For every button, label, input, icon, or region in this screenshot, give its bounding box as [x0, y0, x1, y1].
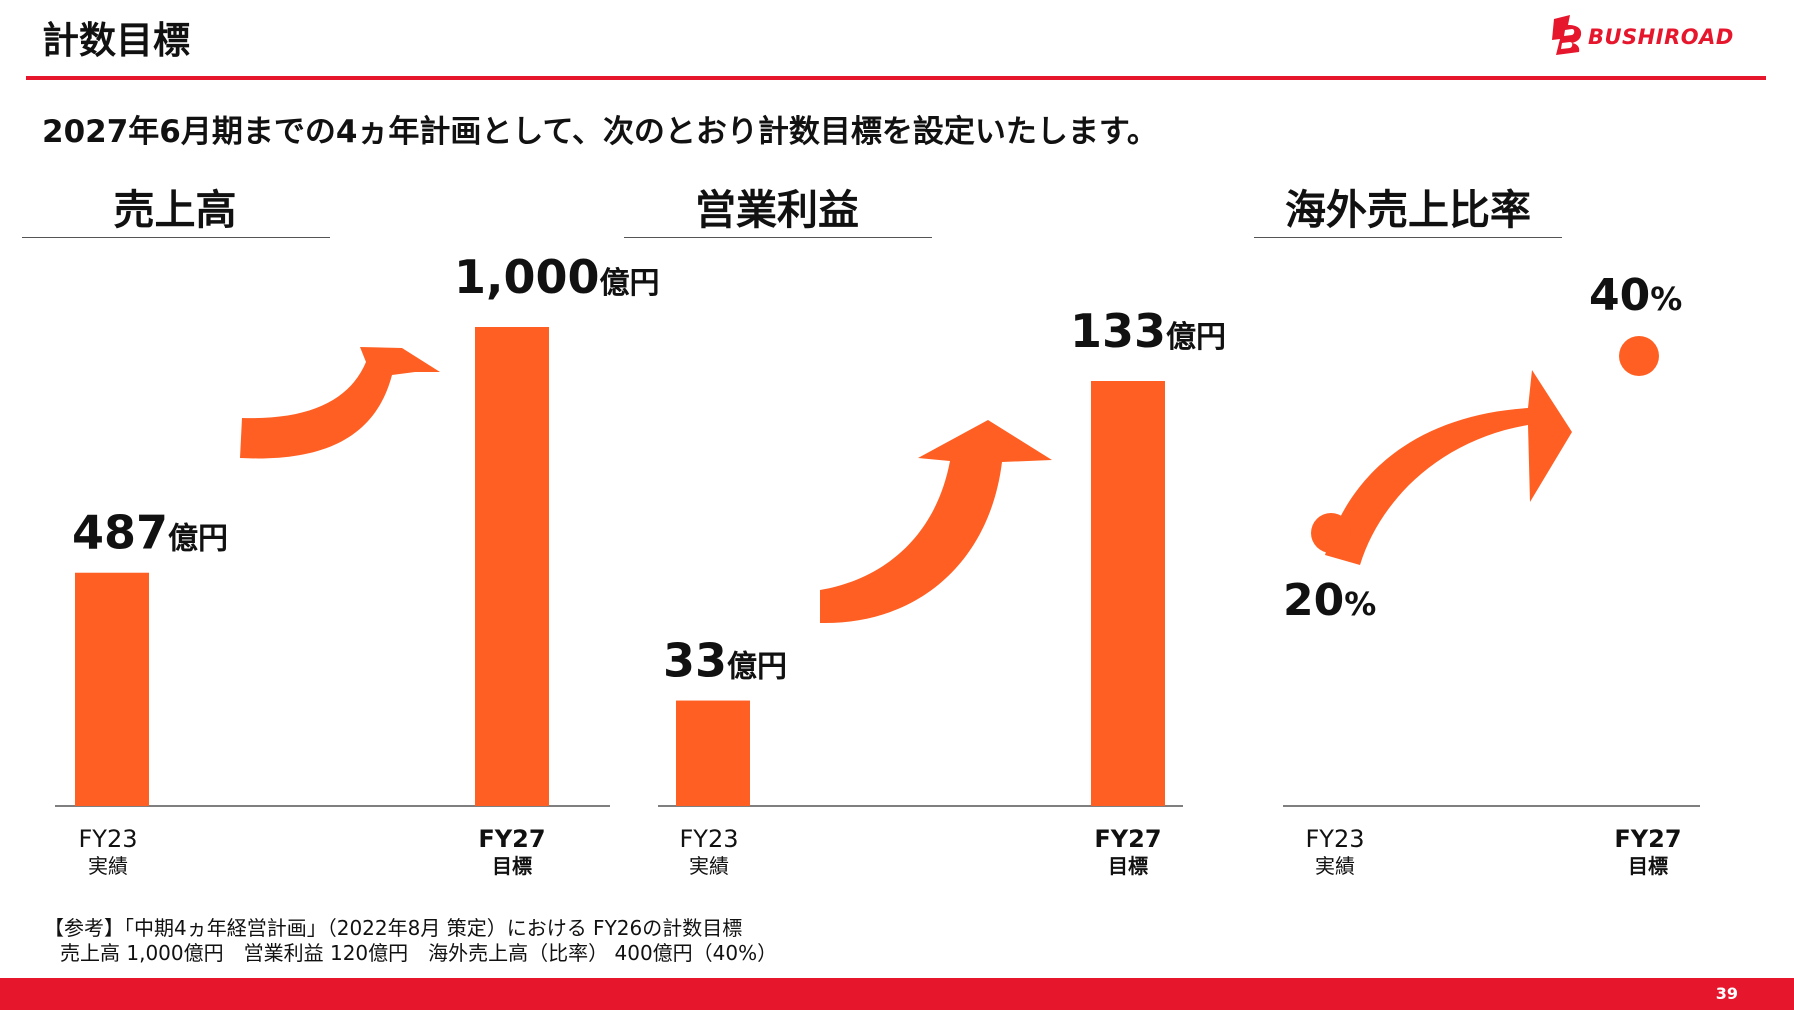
- overseas-ratio-value-label-fy23: 20%: [1283, 575, 1376, 626]
- operating-profit-value-label-fy27-unit: 億円: [1166, 320, 1226, 355]
- overseas-ratio-fy23-note: 実績: [1315, 854, 1355, 878]
- logo-b-mark-icon: [1552, 15, 1582, 55]
- operating-profit-value-label-fy23: 33億円: [663, 634, 787, 688]
- overseas-ratio-fy23-tick: FY23: [1305, 825, 1364, 853]
- panel-title-operating-profit: 営業利益: [695, 186, 859, 234]
- operating-profit-fy27-note: 目標: [1108, 854, 1148, 878]
- overseas-ratio-fy27-note: 目標: [1628, 854, 1668, 878]
- sales-bar-fy27: [475, 327, 549, 806]
- overseas-ratio-value-label-fy27-unit: %: [1650, 280, 1682, 318]
- overseas-ratio-point-fy27: [1619, 336, 1659, 376]
- charts-canvas: 487億円FY23実績1,000億円FY27目標33億円FY23実績133億円F…: [55, 250, 1700, 878]
- overseas-ratio-growth-arrow: [1325, 370, 1572, 565]
- overseas-ratio-value-label-fy27: 40%: [1589, 270, 1682, 321]
- page-title: 計数目標: [42, 19, 190, 62]
- sales-value-label-fy27-unit: 億円: [600, 266, 660, 301]
- sales-bar-fy23: [75, 572, 149, 806]
- sales-value-label-fy23-number: 487: [72, 506, 168, 560]
- sales-value-label-fy23: 487億円: [72, 506, 228, 560]
- operating-profit-value-label-fy27: 133億円: [1070, 304, 1226, 358]
- overseas-ratio-value-label-fy27-number: 40: [1589, 270, 1650, 321]
- operating-profit-growth-arrow: [820, 420, 1052, 624]
- operating-profit-bar-fy23: [676, 700, 750, 806]
- operating-profit-value-label-fy23-unit: 億円: [727, 650, 787, 685]
- sales-value-label-fy27: 1,000億円: [454, 250, 660, 304]
- panel-rule-operating-profit: [624, 237, 932, 238]
- overseas-ratio-value-label-fy23-number: 20: [1283, 575, 1344, 626]
- operating-profit-value-label-fy23-number: 33: [663, 634, 727, 688]
- panel-title-overseas-ratio: 海外売上比率: [1285, 186, 1531, 234]
- footnote-line-2: 売上高 1,000億円 営業利益 120億円 海外売上高（比率） 400億円（4…: [60, 941, 778, 965]
- header-rule: [26, 76, 1766, 80]
- subtitle: 2027年6月期までの4ヵ年計画として、次のとおり計数目標を設定いたします。: [42, 114, 1158, 150]
- footnote-line-1: 【参考】「中期4ヵ年経営計画」（2022年8月 策定）における FY26の計数目…: [44, 916, 743, 940]
- overseas-ratio-value-label-fy23-unit: %: [1344, 585, 1376, 623]
- operating-profit-fy23-note: 実績: [689, 854, 729, 878]
- overseas-ratio-fy27-tick: FY27: [1614, 825, 1681, 853]
- operating-profit-value-label-fy27-number: 133: [1070, 304, 1166, 358]
- logo-text: BUSHIROAD: [1588, 25, 1734, 49]
- operating-profit-fy23-tick: FY23: [679, 825, 738, 853]
- sales-fy27-note: 目標: [492, 854, 532, 878]
- overseas-ratio-point-fy23: [1311, 513, 1351, 553]
- sales-value-label-fy27-number: 1,000: [454, 250, 600, 304]
- operating-profit-bar-fy27: [1091, 381, 1165, 806]
- sales-growth-arrow: [240, 347, 440, 459]
- panel-rule-overseas-ratio: [1254, 237, 1562, 238]
- sales-fy23-note: 実績: [88, 854, 128, 878]
- bushiroad-logo: BUSHIROAD: [1548, 13, 1750, 57]
- panel-rule-sales: [22, 237, 330, 238]
- sales-fy23-tick: FY23: [78, 825, 137, 853]
- bottom-bar: [0, 978, 1794, 1010]
- panel-title-sales: 売上高: [113, 186, 237, 234]
- operating-profit-fy27-tick: FY27: [1094, 825, 1161, 853]
- sales-value-label-fy23-unit: 億円: [168, 522, 228, 557]
- page-number: 39: [1715, 984, 1738, 1003]
- sales-fy27-tick: FY27: [478, 825, 545, 853]
